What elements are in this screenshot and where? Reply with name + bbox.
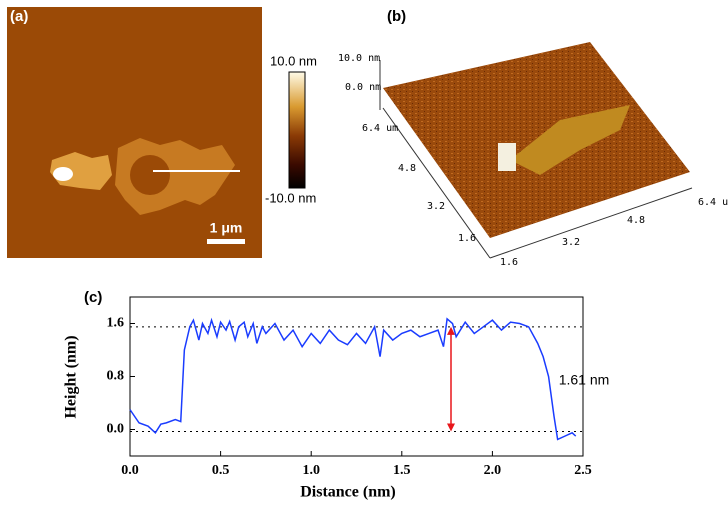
x-label: 4.8 [627, 215, 645, 226]
z-label: 10.0 nm [338, 53, 380, 64]
x-label: 1.6 [500, 257, 518, 268]
y-tick-label: 0.8 [107, 369, 125, 384]
x-axis-label: Distance (nm) [300, 484, 396, 501]
x-tick-label: 1.5 [393, 463, 411, 478]
axes-3d [379, 60, 693, 259]
colorbar [288, 71, 306, 189]
panel-label: (a) [10, 8, 28, 25]
y-label: 4.8 [398, 163, 416, 174]
data-line [129, 317, 577, 441]
y-tick-label: 1.6 [107, 316, 125, 331]
plot-frame [129, 296, 584, 457]
colorbar-min: -10.0 nm [265, 190, 316, 205]
x-tick-label: 2.5 [574, 463, 592, 478]
scale-label: 1 μm [210, 220, 243, 236]
panel-label: (c) [84, 289, 102, 306]
x-label: 6.4 um [698, 197, 728, 208]
x-label: 3.2 [562, 237, 580, 248]
y-tick-label: 0.0 [107, 422, 125, 437]
y-axis-label: Height (nm) [63, 335, 80, 418]
annotation: 1.61 nm [559, 372, 610, 388]
panel-label: (b) [387, 8, 406, 25]
x-tick-label: 2.0 [484, 463, 502, 478]
afm-image [7, 7, 262, 258]
x-tick-label: 0.5 [212, 463, 230, 478]
y-label: 3.2 [427, 201, 445, 212]
colorbar-max: 10.0 nm [270, 53, 317, 68]
y-label: 6.4 um [362, 123, 398, 134]
z-label: 0.0 nm [345, 82, 381, 93]
scale-bar [207, 239, 245, 244]
x-tick-label: 0.0 [121, 463, 139, 478]
hole [130, 155, 170, 195]
particle-3d [498, 143, 516, 171]
arrow-head [447, 326, 455, 335]
y-label: 1.6 [458, 233, 476, 244]
arrow-head [447, 423, 455, 432]
flake-3d [510, 105, 630, 175]
particle [53, 167, 73, 181]
x-tick-label: 1.0 [302, 463, 320, 478]
